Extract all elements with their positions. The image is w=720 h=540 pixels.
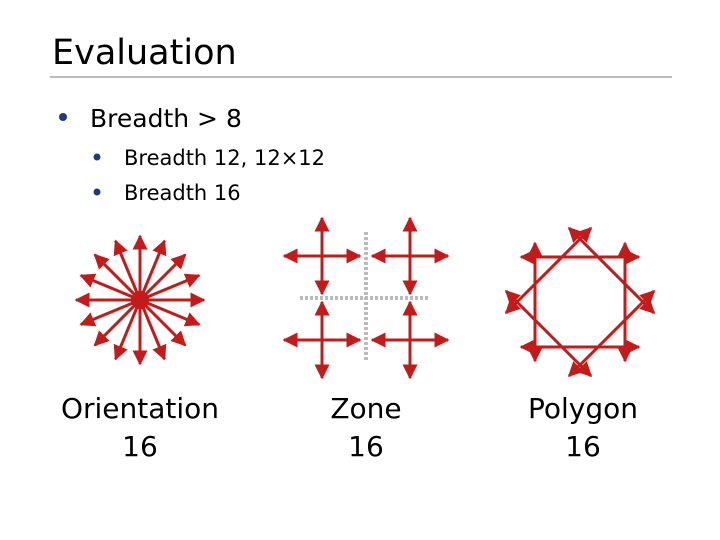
orientation-arrow (139, 273, 201, 302)
polygon-arrow (639, 298, 656, 315)
orientation-arrow (138, 239, 167, 301)
orientation-arrow (139, 298, 201, 327)
sub-bullet-text: Breadth 12, 12×12 (124, 146, 325, 170)
caption: 16 (348, 430, 384, 463)
polygon-arrow (576, 226, 593, 243)
caption: Zone (330, 392, 401, 425)
bullet (93, 188, 101, 196)
orientation-arrow (93, 298, 142, 347)
sub-bullet-text: Breadth 16 (124, 181, 241, 205)
polygon-arrow (504, 289, 521, 306)
caption: 16 (122, 430, 158, 463)
title: Evaluation (52, 33, 237, 73)
polygon-edge (515, 237, 582, 304)
polygon-arrow (639, 289, 656, 306)
orientation-arrow (138, 298, 187, 347)
orientation-arrow (113, 299, 142, 361)
polygon-edge (578, 300, 645, 367)
polygon-arrow (567, 226, 584, 243)
orientation-arrow (93, 253, 142, 302)
bullet (93, 153, 101, 161)
polygon-arrow (504, 298, 521, 315)
orientation-arrow (113, 239, 142, 301)
caption: Orientation (61, 392, 219, 425)
orientation-arrow (138, 253, 187, 302)
bullet-text: Breadth > 8 (90, 104, 242, 133)
caption: 16 (565, 430, 601, 463)
orientation-arrow (138, 299, 167, 361)
polygon-arrow (576, 361, 593, 378)
figures (74, 216, 656, 380)
polygon-edge (578, 237, 645, 304)
bullet (59, 113, 67, 121)
orientation-arrow (79, 298, 141, 327)
polygon-arrow (567, 361, 584, 378)
orientation-hub (131, 291, 149, 309)
orientation-arrow (79, 273, 141, 302)
caption: Polygon (528, 392, 638, 425)
polygon-edge (515, 300, 582, 367)
